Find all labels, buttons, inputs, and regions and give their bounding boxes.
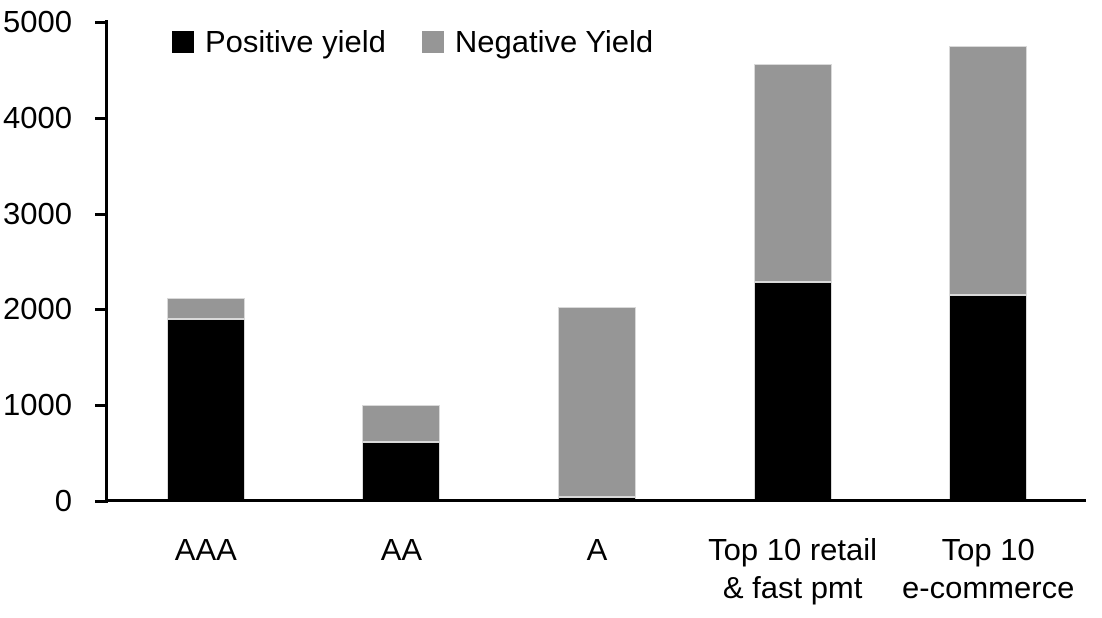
y-axis-tick — [95, 404, 105, 408]
bar-segment-negative — [753, 64, 832, 282]
y-axis-tick-label: 1000 — [3, 387, 72, 423]
legend-item-negative-yield: Negative Yield — [421, 24, 654, 59]
x-axis-label: A — [586, 532, 608, 567]
y-axis-tick-label: 3000 — [3, 195, 72, 231]
legend-label-negative-yield: Negative Yield — [454, 24, 654, 59]
x-axis-label: AAA — [174, 532, 237, 567]
bar-segment-negative — [558, 306, 636, 498]
y-axis-tick-label: 4000 — [3, 99, 72, 135]
chart-legend: Positive yield Negative Yield — [172, 26, 653, 57]
legend-swatch-negative-icon — [421, 30, 444, 53]
bar-segment-positive — [949, 295, 1028, 501]
y-axis-line — [105, 20, 108, 503]
y-axis-tick — [95, 500, 105, 503]
y-axis-tick — [95, 21, 105, 24]
legend-label-positive-yield: Positive yield — [205, 24, 386, 59]
bar-segment-positive — [166, 318, 245, 501]
bar-segment-positive — [362, 441, 441, 501]
bar-segment-negative — [949, 45, 1028, 296]
y-axis-tick-label: 5000 — [3, 4, 72, 39]
y-axis-tick — [95, 212, 105, 216]
y-axis-tick — [95, 308, 105, 312]
legend-swatch-positive-icon — [172, 30, 194, 53]
y-axis-tick-label: 0 — [54, 483, 72, 518]
x-axis-line — [105, 499, 1086, 502]
legend-item-positive-yield: Positive yield — [172, 26, 386, 57]
x-axis-label: AA — [380, 532, 423, 567]
y-axis-tick — [95, 116, 105, 120]
bar-segment-negative — [166, 297, 245, 319]
bar-segment-positive — [753, 281, 832, 501]
y-axis-tick-label: 2000 — [3, 291, 72, 327]
x-axis-label: Top 10 e-commerce — [902, 532, 1075, 605]
x-axis-label: Top 10 retail & fast pmt — [708, 532, 878, 605]
bar-segment-negative — [362, 405, 441, 442]
